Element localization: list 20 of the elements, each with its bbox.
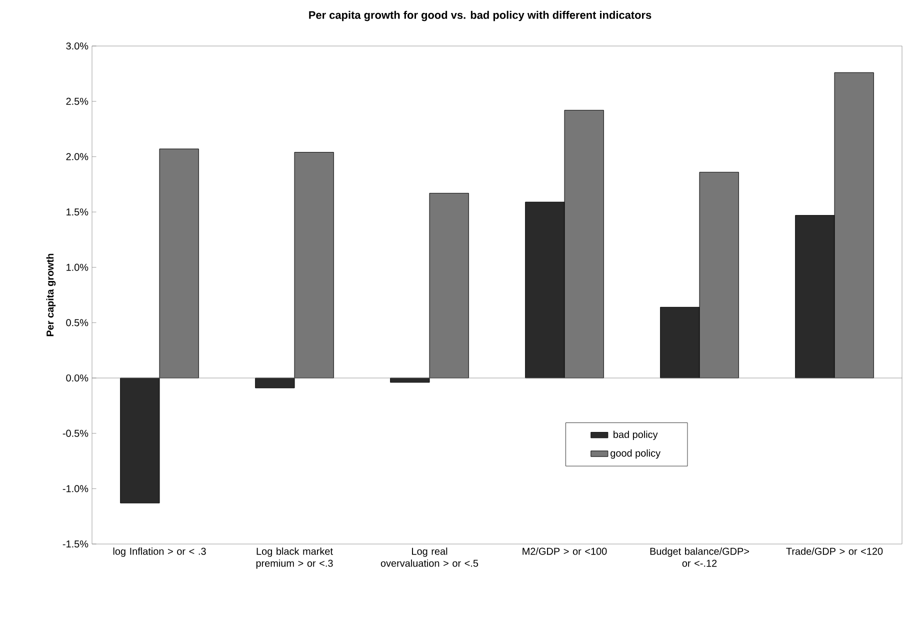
x-tick-label: log Inflation > or < .3 bbox=[113, 548, 206, 557]
y-tick-label: 0.5% bbox=[66, 319, 88, 326]
y-tick-label: 0.0% bbox=[66, 374, 88, 382]
x-tick-label: Trade/GDP > or <120 bbox=[786, 548, 883, 555]
y-tick-label: -1.5% bbox=[62, 540, 88, 548]
x-tick-label: Log real overvaluation > or <.5 bbox=[380, 548, 478, 567]
legend-label: good policy bbox=[610, 449, 661, 459]
y-tick-label: 1.5% bbox=[66, 208, 88, 216]
legend-label: bad policy bbox=[614, 430, 658, 440]
x-tick-label: M2/GDP > or <100 bbox=[522, 548, 607, 555]
x-tick-label: Budget balance/GDP> or <-.12 bbox=[650, 548, 749, 567]
y-tick-label: 2.5% bbox=[66, 98, 88, 105]
y-axis-title: Per capita growth bbox=[46, 254, 56, 336]
x-tick-label: Log black market premium > or <.3 bbox=[256, 548, 333, 569]
y-tick-label: 1.0% bbox=[66, 264, 88, 271]
y-tick-label: 3.0% bbox=[66, 42, 88, 50]
y-tick-label: -0.5% bbox=[62, 430, 88, 437]
chart-title: Per capita growth for good vs. bad policy with different indicators bbox=[309, 10, 652, 22]
y-tick-label: 2.0% bbox=[66, 153, 88, 160]
y-tick-label: -1.0% bbox=[62, 485, 88, 492]
